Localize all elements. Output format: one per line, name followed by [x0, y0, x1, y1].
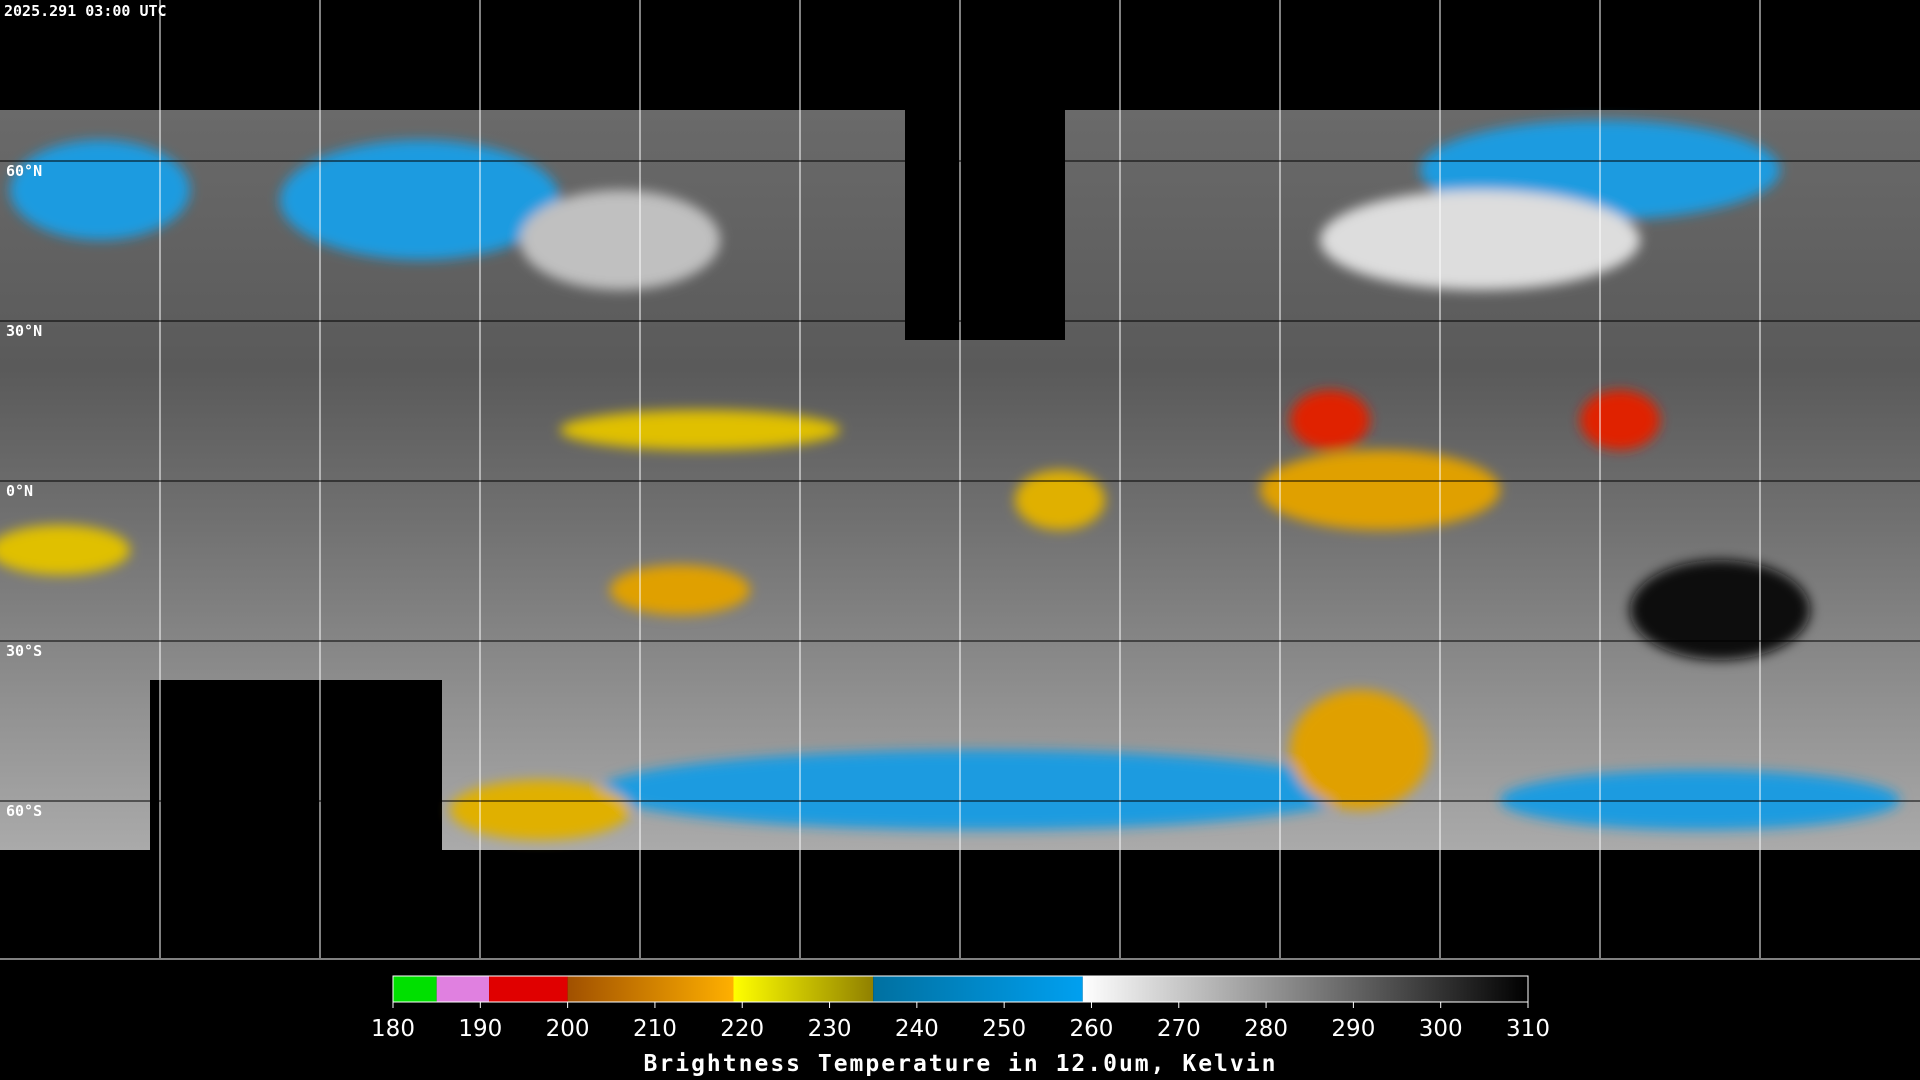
colorbar-segment	[1082, 976, 1528, 1002]
colorbar-frame	[392, 975, 1529, 1003]
colorbar-segment	[873, 976, 1083, 1002]
colorbar-tick-label: 180	[371, 1016, 415, 1042]
colorbar-tick-label: 210	[633, 1016, 677, 1042]
colorbar-tick-label: 280	[1244, 1016, 1288, 1042]
colorbar-segment	[733, 976, 874, 1002]
colorbar-tick-label: 240	[895, 1016, 939, 1042]
colorbar-tick-label: 310	[1506, 1016, 1550, 1042]
latitude-label: 30°S	[6, 642, 42, 660]
latitude-label: 60°N	[6, 162, 42, 180]
colorbar-tick-label: 190	[458, 1016, 502, 1042]
latitude-labels: 60°N 30°N 0°N 30°S 60°S	[6, 162, 42, 820]
colorbar-tick-label: 290	[1331, 1016, 1375, 1042]
colorbar-tick-label: 220	[720, 1016, 764, 1042]
graticule	[0, 0, 1920, 960]
colorbar-segment	[489, 976, 568, 1002]
colorbar: 180 190 200 210 220 230 240 250 260 270 280 290 300 3…	[371, 975, 1550, 1077]
colorbar-title: Brightness Temperature in 12.0um, Kelvin	[644, 1051, 1278, 1077]
colorbar-tick-label: 260	[1070, 1016, 1114, 1042]
colorbar-tick-label: 250	[982, 1016, 1026, 1042]
timestamp: 2025.291 03:00 UTC	[4, 2, 167, 20]
colorbar-segment	[436, 976, 490, 1002]
colorbar-segment	[567, 976, 734, 1002]
colorbar-tick-label: 230	[808, 1016, 852, 1042]
latitude-label: 60°S	[6, 802, 42, 820]
colorbar-tick-label: 200	[546, 1016, 590, 1042]
colorbar-tick-label: 300	[1419, 1016, 1463, 1042]
no-data-region	[905, 110, 1065, 340]
colorbar-segment	[393, 976, 437, 1002]
colorbar-tick-label: 270	[1157, 1016, 1201, 1042]
no-data-region	[150, 680, 442, 860]
latitude-label: 0°N	[6, 482, 33, 500]
latitude-label: 30°N	[6, 322, 42, 340]
